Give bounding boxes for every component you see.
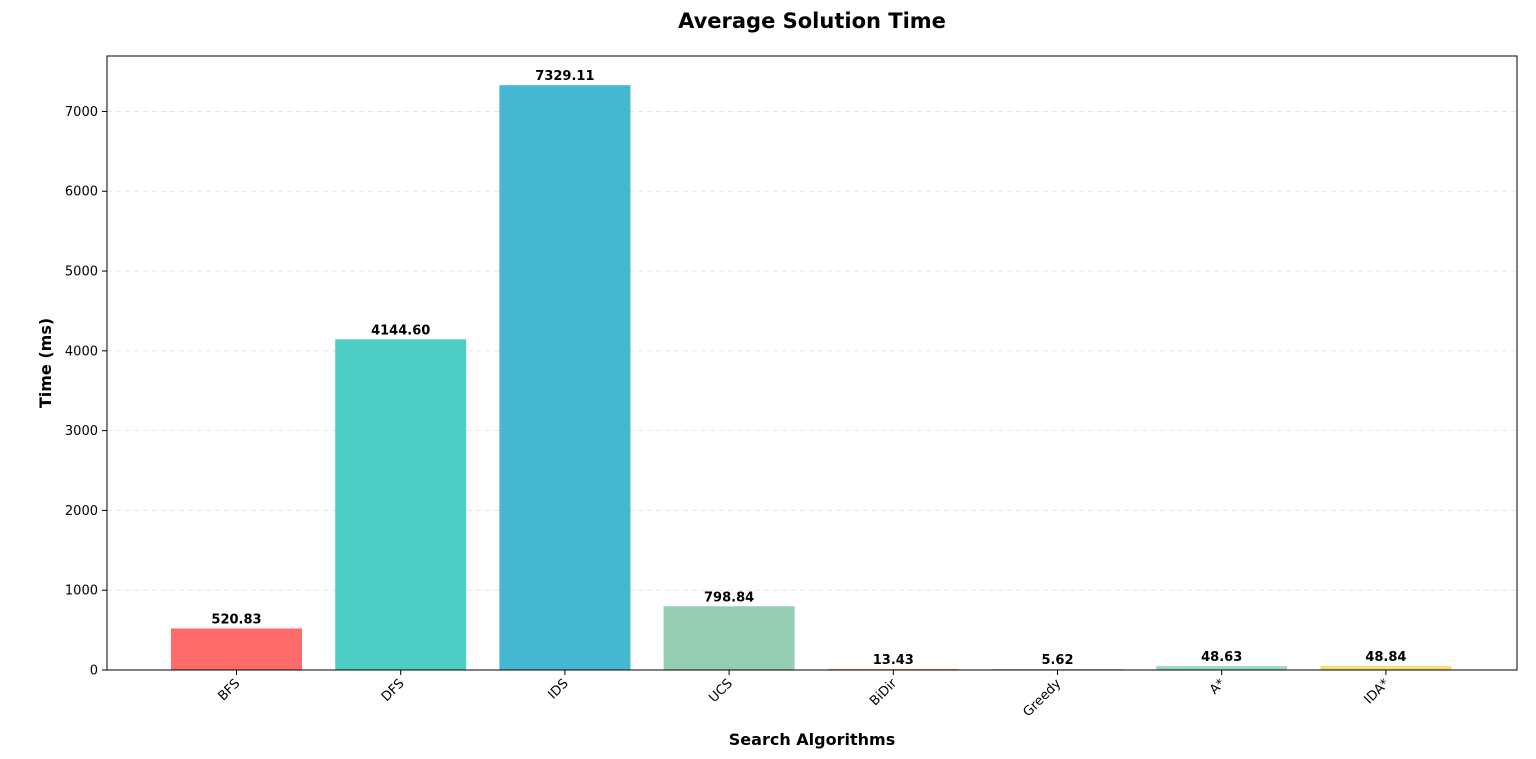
y-tick-label: 6000 — [65, 185, 98, 200]
grid-lines — [107, 111, 1517, 591]
bar-value-label: 520.83 — [211, 612, 261, 627]
bar-dfs — [335, 339, 467, 670]
x-tick-label: DFS — [379, 676, 408, 705]
y-tick-label: 7000 — [65, 105, 98, 120]
y-tick-label: 1000 — [65, 584, 98, 599]
bar-value-label: 7329.11 — [535, 69, 594, 84]
bar-bidir — [827, 668, 959, 670]
bar-bfs — [171, 628, 302, 670]
y-tick-label: 0 — [90, 664, 98, 679]
x-tick-label: UCS — [706, 676, 736, 706]
x-tick-label: Greedy — [1020, 676, 1064, 720]
x-axis-label: Search Algorithms — [729, 730, 895, 749]
bar-ids — [499, 85, 631, 670]
bars: 520.83 4144.60 7329.11 798.84 13.43 5.62 48.63… — [171, 69, 1452, 670]
bar-a-star — [1156, 666, 1288, 670]
bar-value-label: 5.62 — [1041, 653, 1073, 668]
y-axis-label: Time (ms) — [36, 318, 55, 408]
x-tick-label: BFS — [215, 676, 243, 704]
bar-value-label: 48.63 — [1201, 650, 1242, 665]
bar-ucs — [663, 606, 795, 670]
chart-title: Average Solution Time — [678, 9, 946, 33]
y-axis: 0 1000 2000 3000 4000 5000 6000 7000 — [65, 105, 107, 679]
y-tick-label: 2000 — [65, 504, 98, 519]
bar-value-label: 4144.60 — [371, 323, 430, 338]
y-tick-label: 5000 — [65, 265, 98, 280]
y-tick-label: 4000 — [65, 344, 98, 359]
x-axis: BFS DFS IDS UCS BiDir Greedy A* IDA* — [215, 670, 1393, 720]
x-tick-label: IDS — [545, 676, 571, 702]
x-tick-label: A* — [1207, 676, 1229, 698]
y-tick-label: 3000 — [65, 424, 98, 439]
bar-value-label: 48.84 — [1365, 650, 1406, 665]
bar-value-label: 13.43 — [873, 653, 914, 668]
bar-ida-star — [1320, 666, 1452, 670]
x-tick-label: BiDir — [867, 676, 900, 709]
plot-frame — [106, 55, 1518, 671]
x-tick-label: IDA* — [1362, 676, 1393, 707]
bar-value-label: 798.84 — [704, 590, 754, 605]
